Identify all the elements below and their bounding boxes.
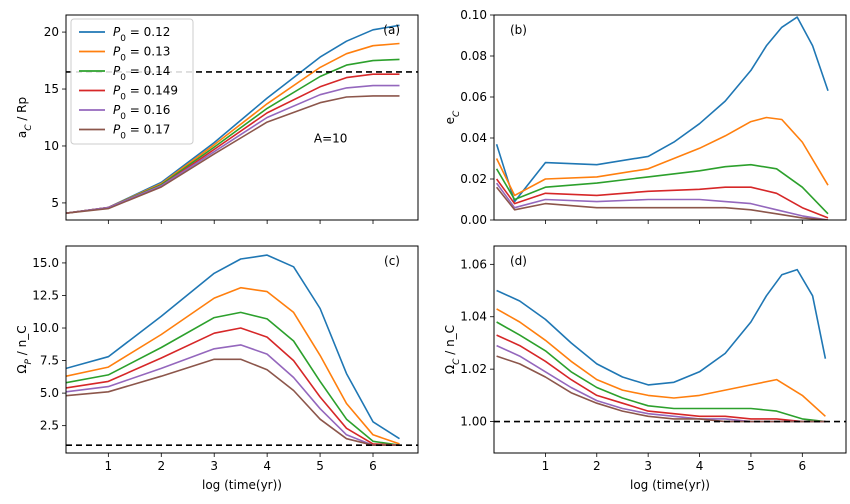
y-tick-label: 15 — [44, 82, 59, 96]
x-tick-label: 2 — [157, 459, 165, 473]
x-tick-label: 1 — [105, 459, 113, 473]
y-tick-label: 10 — [44, 139, 59, 153]
y-tick-label: 2.5 — [40, 419, 59, 433]
legend-entry: P0 = 0.17 — [113, 123, 170, 142]
x-tick-label: 4 — [263, 459, 271, 473]
y-tick-label: 10.0 — [32, 321, 59, 335]
series-line-2 — [495, 116, 829, 197]
x-tick-label: 4 — [696, 459, 704, 473]
legend-entry: P0 = 0.14 — [113, 64, 170, 83]
series-line-6 — [66, 95, 400, 214]
y-tick-label: 1.02 — [460, 362, 487, 376]
legend-box — [70, 18, 194, 145]
plot-area — [66, 254, 418, 446]
panel-label: (a) — [383, 23, 400, 37]
panel-label: (c) — [384, 254, 400, 268]
y-axis-label: eC — [443, 110, 462, 124]
series-line-3 — [495, 163, 829, 215]
y-tick-label: 1.00 — [460, 415, 487, 429]
x-tick-label: 5 — [747, 459, 755, 473]
series-line-1 — [495, 16, 829, 203]
y-tick-label: 7.5 — [40, 354, 59, 368]
legend-entry: P0 = 0.13 — [113, 45, 170, 64]
y-tick-label: 0.10 — [460, 8, 487, 22]
y-tick-label: 5.0 — [40, 386, 59, 400]
legend-entry: P0 = 0.12 — [113, 25, 170, 44]
plot-area — [495, 16, 829, 220]
series-line-4 — [66, 327, 400, 446]
axes-frame — [493, 245, 847, 454]
plot-area — [66, 24, 418, 214]
y-tick-label: 12.5 — [32, 288, 59, 302]
series-line-1 — [66, 254, 400, 440]
x-axis-label: log (time(yr)) — [202, 478, 282, 492]
y-axis-label: aC / Rp — [15, 97, 34, 138]
x-axis-label: log (time(yr)) — [630, 478, 710, 492]
series-line-2 — [66, 286, 400, 445]
y-tick-label: 0.04 — [460, 131, 487, 145]
y-tick-label: 15.0 — [32, 256, 59, 270]
x-tick-label: 1 — [542, 459, 550, 473]
y-tick-label: 0.06 — [460, 90, 487, 104]
series-line-3 — [496, 321, 826, 423]
axes-frame — [65, 14, 419, 221]
series-line-1 — [496, 268, 827, 386]
axes-frame — [65, 245, 419, 454]
panel-b: 0.00 0.02 0.04 0.06 0.08 0.10 eC (b) — [443, 8, 847, 227]
series-line-6 — [495, 186, 829, 220]
series-line-4 — [495, 178, 829, 219]
axes-frame — [493, 14, 847, 221]
legend-entry: P0 = 0.149 — [113, 84, 178, 103]
panel-label: (d) — [510, 254, 527, 268]
series-line-5 — [66, 344, 400, 446]
x-tick-label: 6 — [799, 459, 807, 473]
x-tick-label: 6 — [369, 459, 377, 473]
y-tick-label: 0.08 — [460, 49, 487, 63]
y-tick-label: 0.00 — [460, 213, 487, 227]
series-line-5 — [66, 84, 400, 214]
series-line-3 — [66, 311, 400, 446]
y-tick-label: 5 — [51, 196, 59, 210]
x-tick-label: 3 — [210, 459, 218, 473]
y-tick-label: 20 — [44, 25, 59, 39]
x-tick-label: 2 — [593, 459, 601, 473]
y-axis-label: ΩC / n_C — [443, 325, 462, 374]
y-axis-label: ΩP / n_C — [15, 325, 34, 373]
annotation-text: A=10 — [314, 132, 348, 146]
y-tick-label: 1.06 — [460, 257, 487, 271]
x-tick-label: 5 — [316, 459, 324, 473]
x-tick-label: 3 — [644, 459, 652, 473]
y-tick-label: 1.04 — [460, 310, 487, 324]
series-line-6 — [66, 358, 400, 446]
series-line-2 — [496, 308, 826, 417]
y-tick-label: 0.02 — [460, 172, 487, 186]
series-line-5 — [495, 182, 829, 220]
series-line-4 — [496, 334, 826, 423]
panel-label: (b) — [510, 23, 527, 37]
legend-entry: P0 = 0.16 — [113, 103, 170, 122]
plot-area — [494, 268, 846, 423]
series-line-6 — [496, 355, 826, 423]
